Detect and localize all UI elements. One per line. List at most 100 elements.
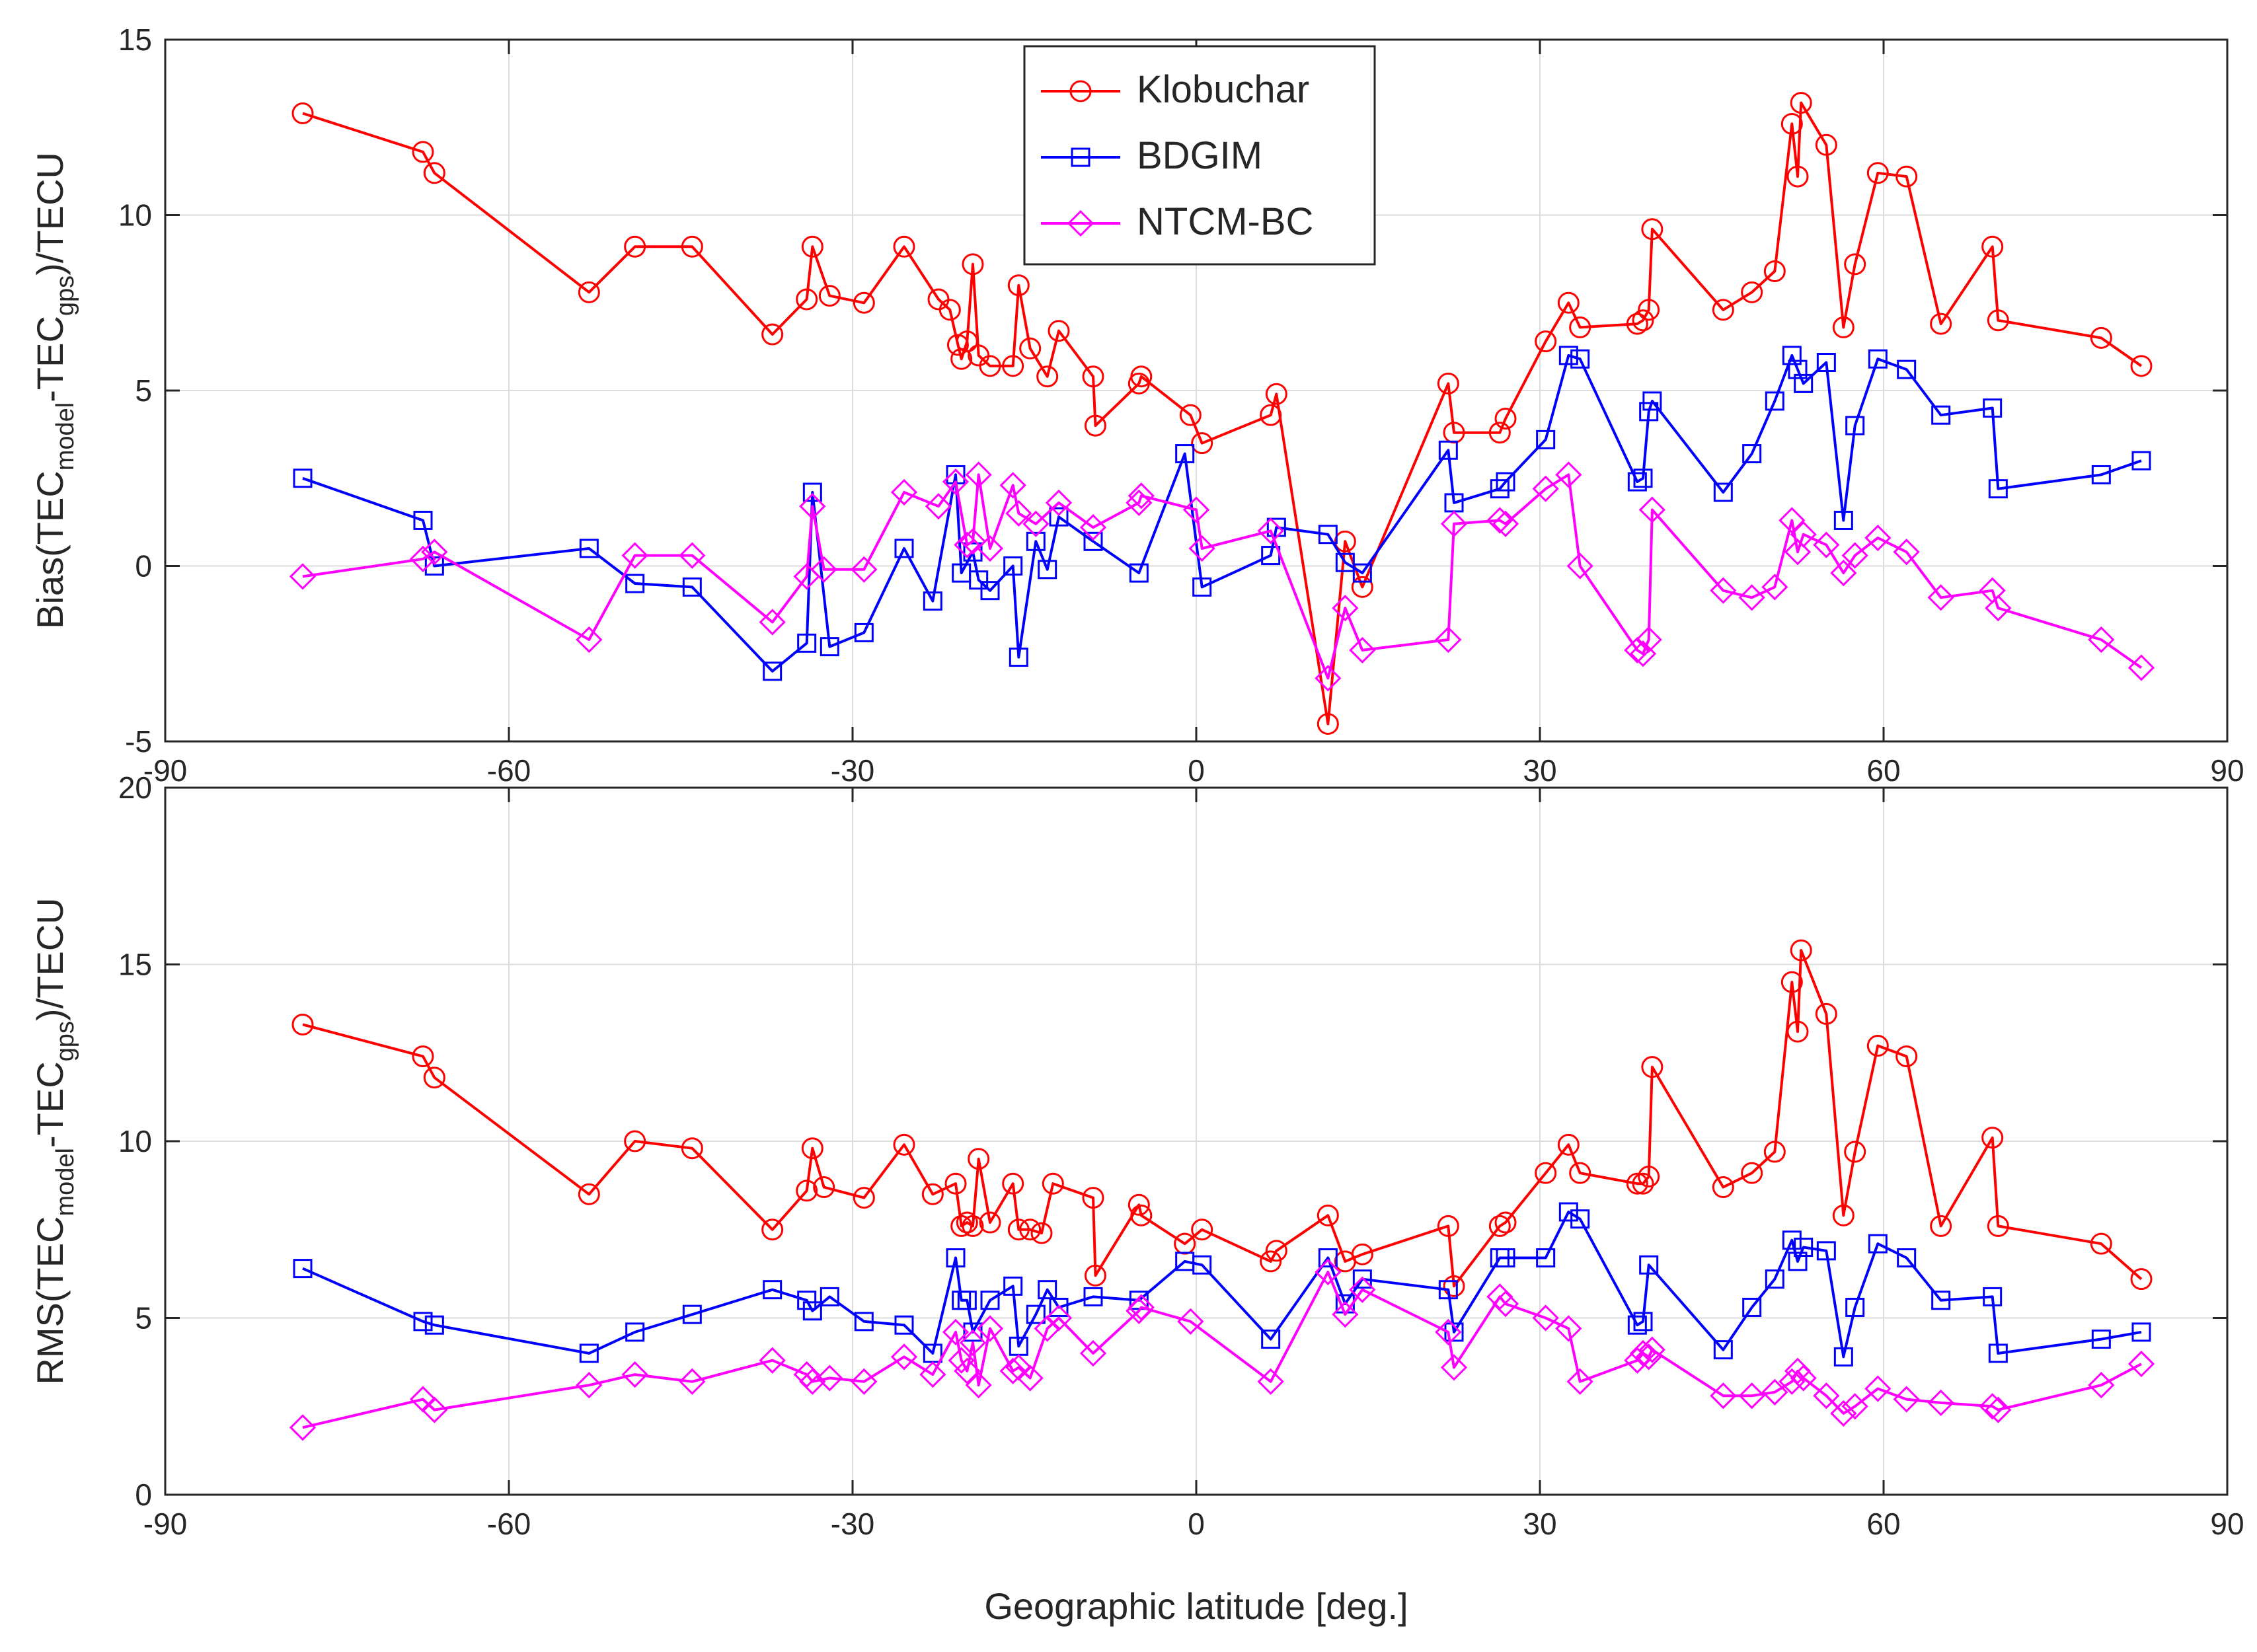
bias-ytick-label: 15 xyxy=(118,22,152,57)
rms-point-bdgim xyxy=(2091,1330,2111,1349)
rms-point-ntcm-bc xyxy=(799,1368,826,1395)
rms-point-bdgim xyxy=(1816,1241,1836,1261)
bias-point-ntcm-bc xyxy=(576,626,603,654)
rms-point-bdgim xyxy=(1038,1280,1057,1300)
rms-point-bdgim xyxy=(1318,1248,1338,1268)
rms-point-klobuchar xyxy=(950,1215,973,1237)
bias-point-klobuchar xyxy=(1130,365,1153,388)
bias-point-bdgim xyxy=(1931,405,1951,425)
rms-point-bdgim xyxy=(1192,1255,1212,1275)
bias-point-klobuchar xyxy=(1632,309,1654,332)
rms-xtick-label: -30 xyxy=(831,1507,874,1541)
bias-point-bdgim xyxy=(969,570,989,590)
rms-point-ntcm-bc xyxy=(421,1396,448,1423)
bias-point-klobuchar xyxy=(423,162,445,184)
bias-point-bdgim xyxy=(980,581,1000,601)
rms-point-bdgim xyxy=(1496,1248,1515,1268)
rms-xtick-label: 60 xyxy=(1866,1507,1900,1541)
rms-xtick-label: -90 xyxy=(143,1507,187,1541)
bias-point-ntcm-bc xyxy=(1257,517,1284,544)
rms-point-bdgim xyxy=(682,1304,702,1324)
rms-point-bdgim xyxy=(763,1280,783,1300)
rms-point-ntcm-bc xyxy=(2088,1372,2115,1399)
bias-point-klobuchar xyxy=(801,235,823,258)
bias-point-ntcm-bc xyxy=(1332,595,1359,622)
bias-point-klobuchar xyxy=(1048,320,1070,342)
x-axis-title: Geographic latitude [deg.] xyxy=(984,1585,1408,1627)
rms-point-klobuchar xyxy=(853,1187,875,1209)
bias-point-klobuchar xyxy=(1557,291,1580,314)
rms-point-bdgim xyxy=(1788,1252,1808,1271)
bias-point-bdgim xyxy=(625,574,645,593)
rms-point-bdgim xyxy=(293,1259,313,1279)
rms-point-klobuchar xyxy=(956,1211,978,1234)
rms-point-ntcm-bc xyxy=(1629,1339,1657,1367)
rms-xtick-label: 0 xyxy=(1188,1507,1205,1541)
bias-point-bdgim xyxy=(1003,556,1023,576)
rms-point-klobuchar xyxy=(1569,1162,1591,1184)
legend-marker-ntcm-bc xyxy=(1067,209,1094,237)
rms-point-bdgim xyxy=(1570,1209,1590,1229)
bias-point-ntcm-bc xyxy=(1435,626,1462,654)
legend: Klobuchar BDGIM NTCM-BC xyxy=(1023,45,1376,266)
bias-ytick-label: 5 xyxy=(135,373,152,408)
rms-point-klobuchar xyxy=(1987,1215,2009,1237)
rms-point-bdgim xyxy=(1352,1269,1372,1289)
bias-point-klobuchar xyxy=(1626,313,1648,335)
bias-point-klobuchar xyxy=(1866,162,1889,184)
bias-point-ntcm-bc xyxy=(1532,475,1559,502)
bias-point-klobuchar xyxy=(1780,112,1803,135)
rms-point-bdgim xyxy=(1765,1269,1784,1289)
rms-point-klobuchar xyxy=(1895,1045,1918,1068)
bias-point-klobuchar xyxy=(1007,274,1030,297)
bias-point-bdgim xyxy=(1633,469,1653,488)
rms-point-klobuchar xyxy=(1082,1187,1104,1209)
legend-entries xyxy=(1041,80,1120,237)
rms-point-klobuchar xyxy=(1786,1020,1809,1043)
bias-point-ntcm-bc xyxy=(1638,496,1665,523)
bias-point-bdgim xyxy=(413,510,433,530)
bias-point-klobuchar xyxy=(1082,365,1104,388)
rms-point-ntcm-bc xyxy=(1761,1378,1788,1406)
rms-point-klobuchar xyxy=(1130,1204,1153,1226)
rms-point-klobuchar xyxy=(1763,1141,1786,1163)
rms-ytick-label: 15 xyxy=(118,948,152,982)
rms-point-klobuchar xyxy=(1712,1176,1734,1199)
bias-point-ntcm-bc xyxy=(1005,500,1032,527)
rms-point-klobuchar xyxy=(1638,1166,1660,1187)
bias-point-klobuchar xyxy=(1930,313,1952,335)
bias-point-klobuchar xyxy=(1488,422,1511,444)
bias-ytick-label: -5 xyxy=(125,724,152,759)
bias-point-ntcm-bc xyxy=(1813,531,1840,558)
bias-point-klobuchar xyxy=(1638,299,1660,321)
bias-point-bdgim xyxy=(1868,349,1888,369)
bias-point-bdgim xyxy=(1009,648,1028,667)
rms-point-klobuchar xyxy=(944,1172,967,1195)
bias-point-bdgim xyxy=(1496,472,1515,492)
bias-point-ntcm-bc xyxy=(409,545,437,573)
rms-point-ntcm-bc xyxy=(679,1368,706,1395)
bias-point-bdgim xyxy=(1490,479,1510,499)
bias-point-klobuchar xyxy=(681,235,703,258)
rms-point-ntcm-bc xyxy=(1841,1393,1868,1420)
rms-point-klobuchar xyxy=(1128,1193,1150,1216)
rms-point-bdgim xyxy=(797,1291,817,1310)
bias-point-ntcm-bc xyxy=(1045,489,1073,517)
bias-point-klobuchar xyxy=(796,288,818,311)
bias-point-klobuchar xyxy=(1334,530,1356,552)
rms-point-klobuchar xyxy=(1437,1215,1459,1237)
bias-point-klobuchar xyxy=(979,355,1001,377)
rms-point-klobuchar xyxy=(761,1219,784,1241)
bias-point-bdgim xyxy=(1083,531,1103,551)
bias-point-bdgim xyxy=(1129,563,1149,583)
bias-xtick-label: -90 xyxy=(143,753,187,788)
rms-point-ntcm-bc xyxy=(621,1361,648,1388)
bias-point-ntcm-bc xyxy=(1566,552,1593,580)
rms-panel: -90 -60 -30 0 30 60 90 0 5 10 15 20 RMS(TECmodel-TE… xyxy=(29,770,2244,1541)
bias-point-ntcm-bc xyxy=(1486,507,1513,534)
bias-point-klobuchar xyxy=(1019,337,1042,359)
bias-point-klobuchar xyxy=(962,253,984,276)
bias-point-bdgim xyxy=(1639,402,1659,422)
rms-point-ntcm-bc xyxy=(1079,1339,1107,1367)
bias-point-bdgim xyxy=(763,661,783,681)
